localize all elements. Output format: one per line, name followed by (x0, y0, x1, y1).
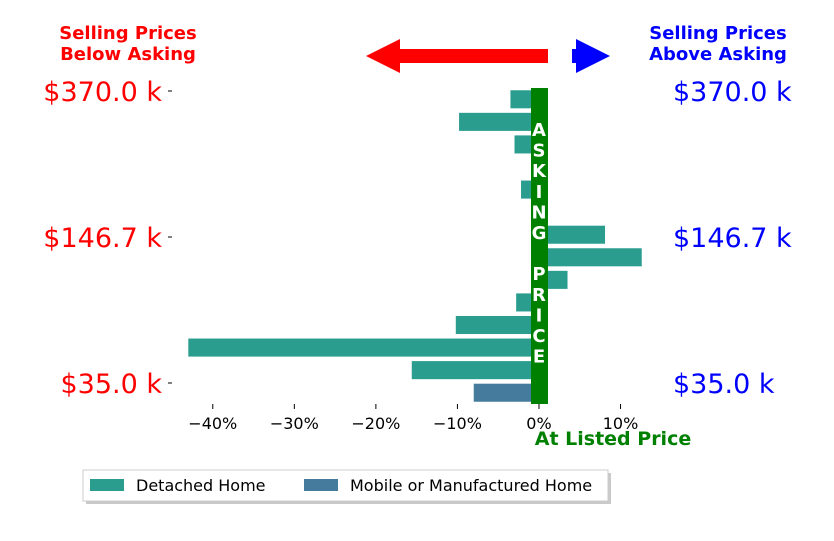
y-tick-label-right-0: $370.0 k (673, 77, 792, 108)
x-tick-label-0: −40% (188, 414, 237, 433)
legend-label-detached: Detached Home (136, 476, 266, 495)
y-tick-label-left-2: $35.0 k (60, 369, 162, 400)
title-left-line2: Below Asking (60, 44, 196, 65)
y-tick-label-right-2: $35.0 k (673, 369, 775, 400)
right-arrow-icon (572, 39, 610, 73)
title-left-line1: Selling Prices (59, 23, 196, 44)
left-arrow-icon (366, 39, 548, 73)
x-axis-label: At Listed Price (535, 428, 691, 450)
bar-1 (459, 112, 539, 131)
asking-letter-5: G (532, 223, 547, 244)
legend-swatch-detached (90, 479, 124, 491)
bar-13 (473, 383, 539, 402)
bar-10 (455, 315, 539, 335)
asking-price-band (530, 88, 548, 404)
asking-letter-9: I (536, 305, 543, 326)
legend-swatch-mobile (304, 479, 338, 491)
legend-label-mobile: Mobile or Manufactured Home (350, 476, 592, 495)
y-tick-label-right-1: $146.7 k (673, 223, 792, 254)
asking-letter-11: E (533, 347, 545, 368)
x-tick-label-4: 0% (526, 414, 551, 433)
asking-letter-10: C (532, 326, 545, 347)
asking-letter-1: S (532, 141, 545, 162)
bar-11 (188, 338, 539, 357)
asking-letter-7: P (532, 264, 545, 285)
x-tick-label-3: −10% (433, 414, 482, 433)
y-tick-label-left-0: $370.0 k (43, 77, 162, 108)
bar-7 (538, 248, 642, 267)
title-right-line1: Selling Prices (649, 23, 786, 44)
asking-letter-0: A (532, 120, 546, 141)
legend-box (82, 469, 609, 502)
asking-letter-4: N (531, 202, 546, 223)
legend: Detached Home Mobile or Manufactured Hom… (82, 469, 611, 504)
asking-letter-3: I (536, 182, 543, 203)
bar-6 (538, 225, 606, 244)
x-tick-label-1: −30% (270, 414, 319, 433)
bar-12 (411, 361, 539, 380)
x-tick-label-5: 10% (603, 414, 639, 433)
asking-letter-8: R (532, 285, 546, 306)
title-right-line2: Above Asking (649, 44, 787, 65)
y-tick-label-left-1: $146.7 k (43, 223, 162, 254)
asking-letter-2: K (532, 161, 547, 182)
x-tick-label-2: −20% (351, 414, 400, 433)
